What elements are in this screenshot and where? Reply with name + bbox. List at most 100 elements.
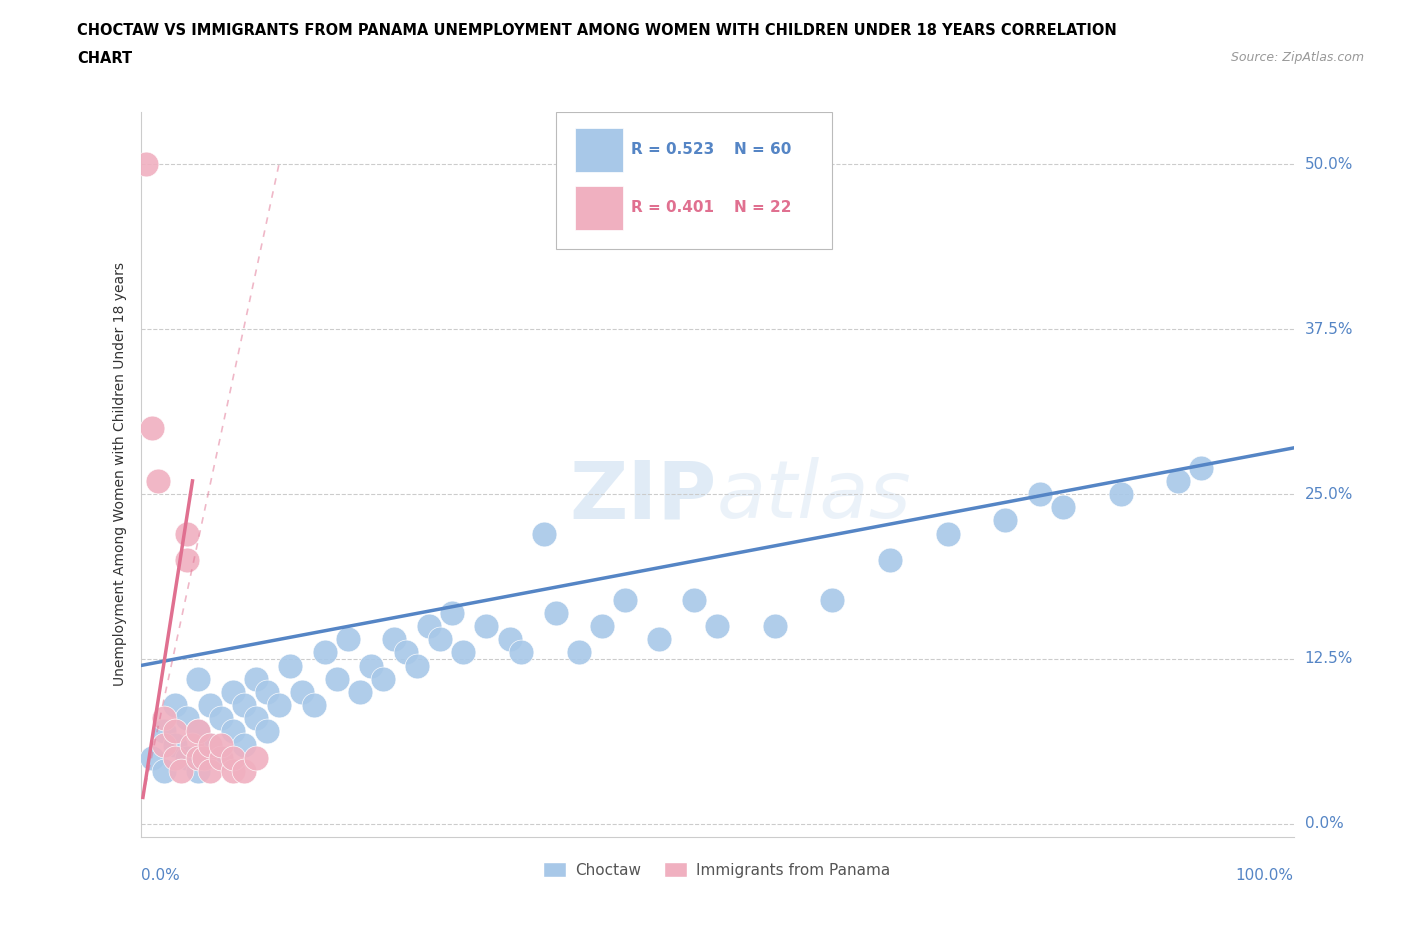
- Point: [193, 751, 215, 765]
- Point: [222, 751, 245, 765]
- Point: [165, 698, 187, 712]
- Text: N = 22: N = 22: [734, 200, 792, 215]
- Text: R = 0.401: R = 0.401: [630, 200, 714, 215]
- Point: [498, 631, 520, 646]
- Point: [187, 764, 209, 778]
- Text: 12.5%: 12.5%: [1305, 651, 1353, 667]
- Point: [280, 658, 302, 673]
- Point: [176, 711, 198, 725]
- Point: [187, 724, 209, 739]
- Text: atlas: atlas: [717, 457, 912, 535]
- Point: [198, 698, 221, 712]
- Text: CHART: CHART: [77, 51, 132, 66]
- Point: [141, 751, 163, 765]
- Text: 0.0%: 0.0%: [141, 868, 180, 883]
- FancyBboxPatch shape: [575, 127, 623, 172]
- Legend: Choctaw, Immigrants from Panama: Choctaw, Immigrants from Panama: [537, 856, 897, 884]
- Point: [1109, 486, 1132, 501]
- Point: [209, 737, 232, 752]
- Point: [245, 711, 267, 725]
- Point: [418, 618, 440, 633]
- Point: [165, 737, 187, 752]
- Text: 100.0%: 100.0%: [1236, 868, 1294, 883]
- Point: [222, 764, 245, 778]
- Point: [233, 737, 256, 752]
- Point: [510, 644, 533, 659]
- Point: [135, 157, 157, 172]
- Point: [395, 644, 418, 659]
- Point: [245, 751, 267, 765]
- FancyBboxPatch shape: [555, 112, 832, 249]
- Point: [360, 658, 382, 673]
- Point: [198, 764, 221, 778]
- Point: [209, 711, 232, 725]
- Point: [936, 526, 959, 541]
- Point: [325, 671, 347, 686]
- Point: [141, 420, 163, 435]
- Point: [349, 684, 371, 699]
- Point: [209, 751, 232, 765]
- Point: [256, 724, 278, 739]
- Point: [302, 698, 325, 712]
- Point: [994, 513, 1017, 528]
- Text: R = 0.523: R = 0.523: [630, 141, 714, 157]
- Point: [591, 618, 613, 633]
- Point: [176, 552, 198, 567]
- Point: [165, 724, 187, 739]
- Point: [152, 764, 174, 778]
- Point: [1189, 460, 1212, 475]
- Point: [879, 552, 901, 567]
- Point: [314, 644, 336, 659]
- Text: Source: ZipAtlas.com: Source: ZipAtlas.com: [1230, 51, 1364, 64]
- Text: N = 60: N = 60: [734, 141, 792, 157]
- Point: [187, 724, 209, 739]
- Point: [406, 658, 429, 673]
- Point: [209, 751, 232, 765]
- Y-axis label: Unemployment Among Women with Children Under 18 years: Unemployment Among Women with Children U…: [112, 262, 127, 686]
- Point: [152, 737, 174, 752]
- Point: [648, 631, 671, 646]
- Point: [475, 618, 498, 633]
- Point: [233, 698, 256, 712]
- Point: [371, 671, 394, 686]
- Point: [1052, 499, 1074, 514]
- Point: [152, 711, 174, 725]
- Point: [613, 592, 636, 607]
- Point: [245, 671, 267, 686]
- Text: 37.5%: 37.5%: [1305, 322, 1353, 337]
- Point: [176, 526, 198, 541]
- Point: [568, 644, 591, 659]
- Point: [152, 724, 174, 739]
- Point: [763, 618, 786, 633]
- Point: [821, 592, 844, 607]
- Point: [337, 631, 360, 646]
- Text: 25.0%: 25.0%: [1305, 486, 1353, 501]
- Point: [706, 618, 728, 633]
- Point: [440, 605, 463, 620]
- Point: [165, 751, 187, 765]
- Point: [198, 737, 221, 752]
- Point: [1029, 486, 1052, 501]
- Point: [382, 631, 405, 646]
- Point: [222, 684, 245, 699]
- Point: [233, 764, 256, 778]
- Point: [187, 671, 209, 686]
- Text: CHOCTAW VS IMMIGRANTS FROM PANAMA UNEMPLOYMENT AMONG WOMEN WITH CHILDREN UNDER 1: CHOCTAW VS IMMIGRANTS FROM PANAMA UNEMPL…: [77, 23, 1118, 38]
- Point: [429, 631, 451, 646]
- Point: [533, 526, 555, 541]
- Point: [181, 737, 204, 752]
- Point: [187, 751, 209, 765]
- Text: 50.0%: 50.0%: [1305, 157, 1353, 172]
- Point: [146, 473, 169, 488]
- Point: [544, 605, 567, 620]
- FancyBboxPatch shape: [575, 186, 623, 230]
- Point: [1167, 473, 1189, 488]
- Point: [291, 684, 314, 699]
- Point: [170, 764, 193, 778]
- Point: [256, 684, 278, 699]
- Text: ZIP: ZIP: [569, 457, 717, 535]
- Point: [683, 592, 706, 607]
- Text: 0.0%: 0.0%: [1305, 817, 1343, 831]
- Point: [222, 724, 245, 739]
- Point: [176, 751, 198, 765]
